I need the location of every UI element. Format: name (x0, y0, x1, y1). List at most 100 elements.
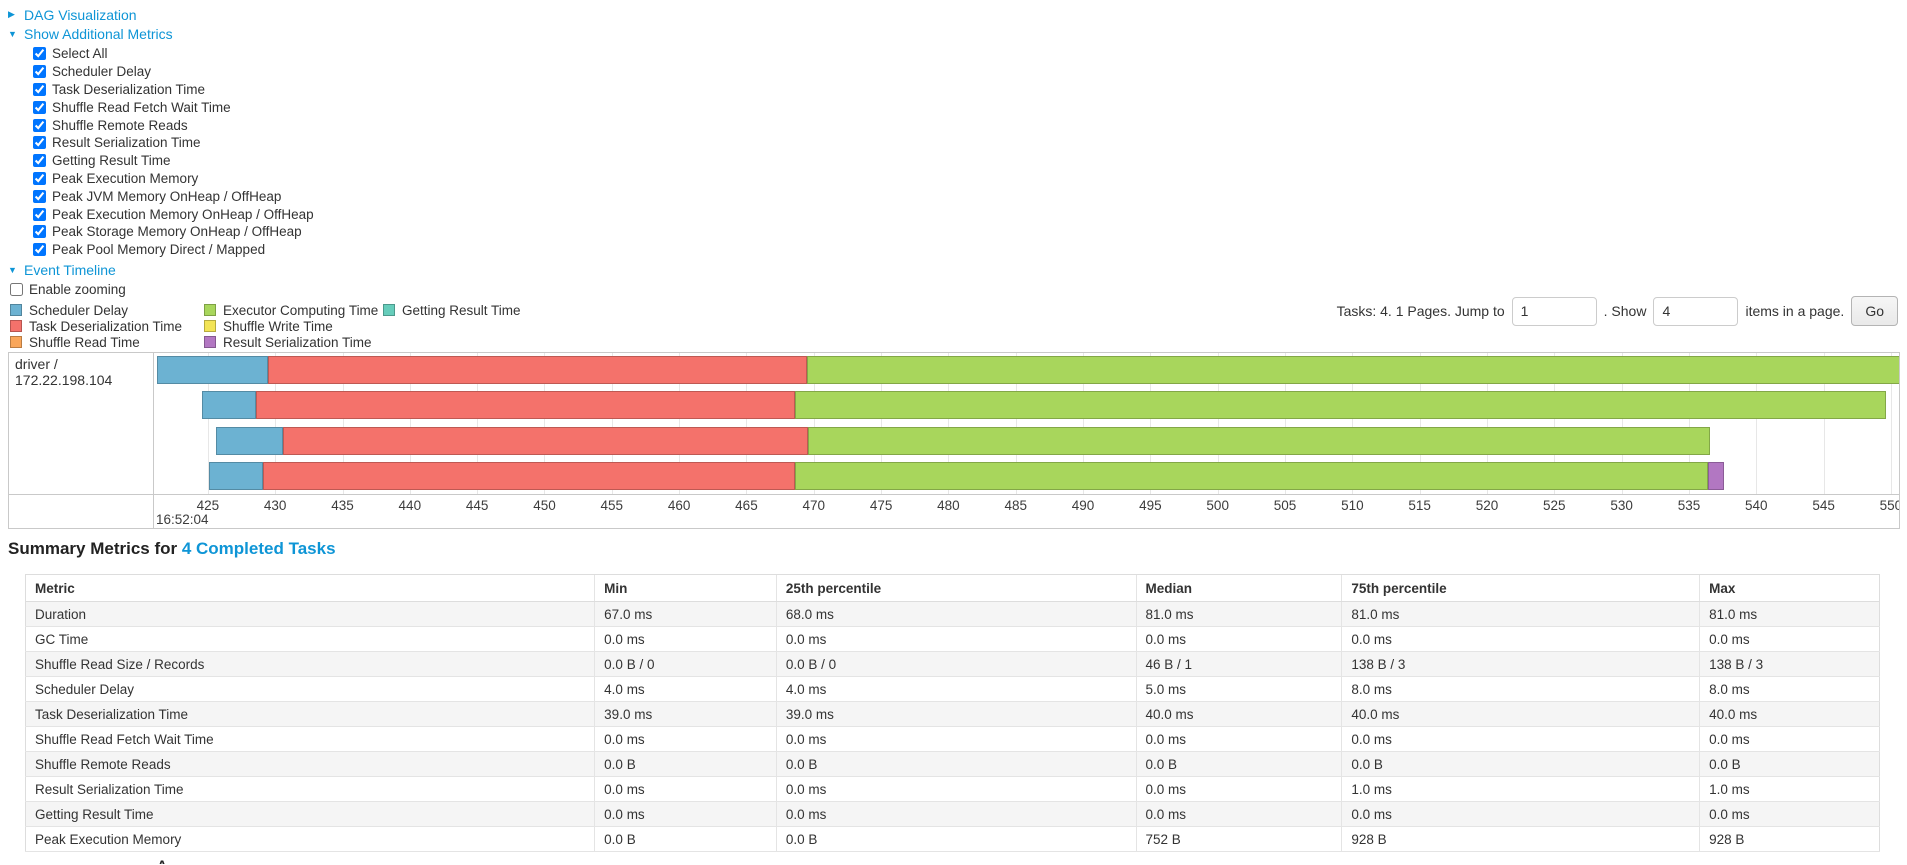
table-row: Shuffle Remote Reads 0.0 B 0.0 B 0.0 B 0.0 B… (24, 751, 1880, 777)
task-bar-segment-task-deserialization[interactable] (268, 356, 808, 384)
metric-value-cell: 0.0 B (775, 751, 1137, 777)
metric-checkbox[interactable] (33, 136, 46, 150)
axis-tick-label: 475 (869, 498, 893, 513)
axis-gridline (948, 353, 950, 494)
go-button[interactable]: Go (1851, 296, 1898, 326)
metric-checkbox-row: Peak Storage Memory OnHeap / OffHeap (33, 223, 314, 241)
axis-tick-label: 440 (398, 498, 422, 513)
table-header-row: Metric Min 25th percentile Median 75th perce… (24, 574, 1880, 602)
stage-detail-accordion: ▶ DAG Visualization ▼ Show Additional Me… (8, 5, 314, 299)
pagination-mid-text: . Show (1603, 303, 1647, 319)
metric-name-cell: Duration (24, 601, 595, 627)
legend-item-label: Shuffle Write Time (223, 318, 333, 334)
table-header-cell: Min (594, 574, 777, 602)
table-header-cell: Median (1135, 574, 1342, 602)
metric-value-cell: 138 B / 3 (1699, 651, 1880, 677)
metric-value-cell: 4.0 ms (775, 676, 1137, 702)
legend-item: Shuffle Read Time (10, 334, 166, 350)
metric-value-cell: 68.0 ms (775, 601, 1137, 627)
timeline-axis-row: 16:52:04 425 430 435 440 445 450 455 460 465 470 4… (9, 494, 1899, 528)
axis-base-time-label: 16:52:04 (156, 512, 209, 527)
completed-tasks-link[interactable]: 4 Completed Tasks (181, 539, 336, 558)
task-bar-segment-scheduler-delay[interactable] (215, 426, 284, 455)
metric-checkbox-label: Peak Storage Memory OnHeap / OffHeap (52, 224, 302, 240)
legend-swatch-icon (383, 304, 395, 316)
task-bar-segment-task-deserialization[interactable] (256, 391, 795, 420)
task-bar-segment-executor-computing[interactable] (794, 391, 1886, 420)
metric-name-cell: Shuffle Remote Reads (24, 751, 595, 777)
summary-metrics-title: Summary Metrics for 4 Completed Tasks (8, 539, 336, 559)
task-bar-segment-executor-computing[interactable] (808, 426, 1711, 455)
summary-title-prefix: Summary Metrics for (8, 539, 182, 558)
metric-value-cell: 8.0 ms (1699, 676, 1880, 702)
table-row: Shuffle Read Size / Records 0.0 B / 0 0.0 … (24, 651, 1880, 677)
task-bar-segment-scheduler-delay[interactable] (202, 391, 257, 420)
axis-tick-label: 465 (735, 498, 758, 513)
event-timeline-toggle[interactable]: ▼ Event Timeline (8, 261, 314, 280)
timeline-group-label: driver / 172.22.198.104 (9, 353, 154, 494)
metric-checkbox[interactable] (33, 189, 46, 203)
axis-tick-label: 470 (802, 498, 826, 513)
show-additional-metrics-toggle[interactable]: ▼ Show Additional Metrics (8, 24, 314, 43)
legend-swatch-icon (204, 304, 216, 316)
metric-checkbox[interactable] (33, 207, 46, 221)
table-row: Duration 67.0 ms 68.0 ms 81.0 ms 81.0 ms 81.0… (24, 601, 1880, 627)
metric-checkbox-row: Peak Execution Memory OnHeap / OffHeap (33, 205, 314, 223)
legend-item-label: Getting Result Time (402, 302, 521, 318)
metric-checkbox-label: Result Serialization Time (52, 135, 201, 151)
metric-checkbox-label: Getting Result Time (52, 153, 171, 169)
metric-value-cell: 0.0 ms (1135, 776, 1342, 802)
axis-tick-label: 515 (1408, 498, 1431, 513)
axis-gridline (611, 353, 613, 494)
metric-checkbox-label: Scheduler Delay (52, 64, 152, 80)
task-bar-segment-scheduler-delay[interactable] (209, 461, 264, 490)
legend-item-label: Executor Computing Time (223, 302, 379, 318)
timeline-plot-area (154, 353, 1899, 494)
enable-zooming-checkbox[interactable] (10, 282, 23, 296)
legend-column: Getting Result Time (383, 303, 521, 349)
legend-swatch-icon (10, 320, 22, 332)
metric-checkbox[interactable] (33, 65, 46, 79)
metric-checkbox[interactable] (33, 225, 46, 239)
axis-tick-label: 445 (465, 498, 489, 513)
metric-checkbox[interactable] (33, 154, 46, 168)
legend-swatch-icon (204, 320, 216, 332)
metric-checkbox[interactable] (33, 118, 46, 132)
axis-tick-label: 520 (1475, 498, 1499, 513)
dag-visualization-toggle[interactable]: ▶ DAG Visualization (8, 5, 314, 24)
axis-tick-label: 530 (1610, 498, 1633, 513)
metric-checkbox[interactable] (33, 100, 46, 114)
task-bar-segment-executor-computing[interactable] (794, 461, 1708, 490)
axis-gridline (275, 353, 277, 494)
metric-value-cell: 0.0 ms (1699, 726, 1880, 752)
metrics-checklist: Select All Scheduler Delay Task Deserializ… (33, 45, 314, 259)
axis-gridline (746, 353, 748, 494)
items-per-page-input[interactable] (1653, 296, 1739, 326)
metric-value-cell: 0.0 ms (775, 626, 1137, 652)
jump-to-page-input[interactable] (1511, 296, 1597, 326)
metric-checkbox[interactable] (33, 243, 46, 257)
enable-zooming-label: Enable zooming (29, 281, 126, 297)
metric-checkbox[interactable] (33, 82, 46, 96)
axis-gridline (1688, 353, 1690, 494)
metric-value-cell: 928 B (1699, 826, 1880, 852)
legend-item: Shuffle Write Time (204, 318, 345, 334)
task-bar-segment-task-deserialization[interactable] (263, 461, 795, 490)
metric-checkbox-row: Peak Execution Memory (33, 170, 314, 188)
metric-value-cell: 0.0 B (594, 751, 777, 777)
timeline-axis-gutter (9, 495, 154, 528)
axis-gridline (207, 353, 209, 494)
task-bar-segment-result-serialization[interactable] (1707, 461, 1724, 490)
task-bar-segment-task-deserialization[interactable] (283, 426, 809, 455)
metric-value-cell: 0.0 ms (594, 801, 777, 827)
axis-tick-label: 490 (1071, 498, 1095, 513)
task-bar-segment-executor-computing[interactable] (807, 356, 1899, 384)
metric-checkbox-row: Result Serialization Time (33, 134, 314, 152)
metric-checkbox[interactable] (33, 171, 46, 185)
legend-item-label: Shuffle Read Time (29, 334, 140, 350)
metric-value-cell: 8.0 ms (1341, 676, 1700, 702)
axis-gridline (813, 353, 815, 494)
metric-checkbox[interactable] (33, 47, 46, 61)
task-bar-segment-scheduler-delay[interactable] (156, 356, 269, 384)
metric-value-cell: 4.0 ms (594, 676, 777, 702)
